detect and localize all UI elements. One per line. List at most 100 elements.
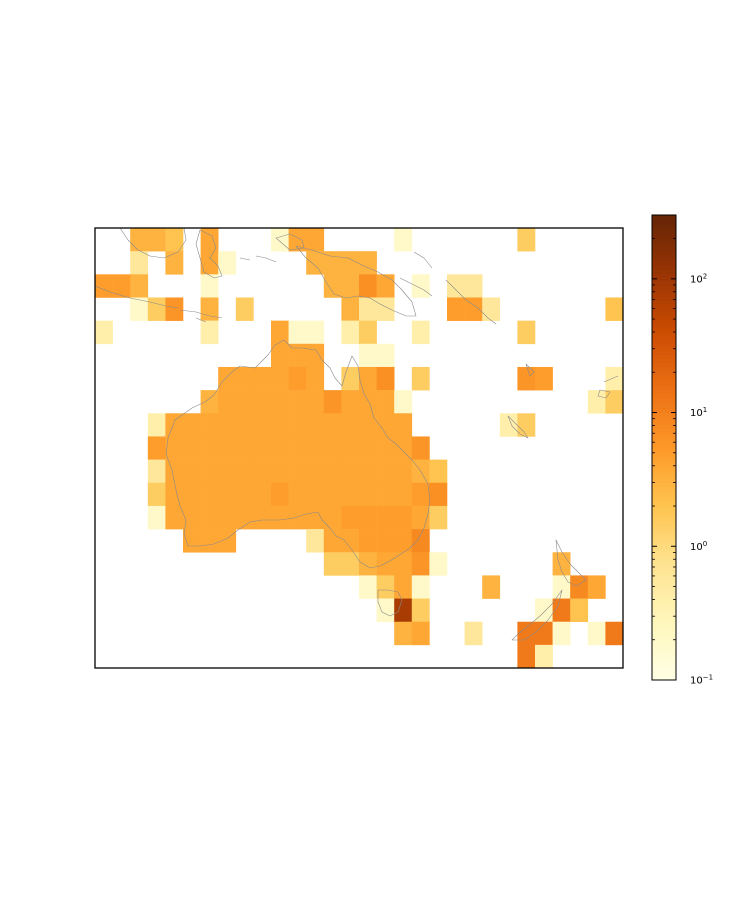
colorbar-segment <box>652 559 676 565</box>
heatmap-cell <box>552 552 571 576</box>
heatmap-cell <box>165 459 184 484</box>
colorbar-segment <box>652 463 676 468</box>
heatmap-cell <box>517 366 536 391</box>
heatmap-cell <box>359 552 377 576</box>
heatmap-cell <box>570 598 589 623</box>
colorbar-segment <box>652 354 676 359</box>
heatmap-cell <box>218 459 237 484</box>
colorbar-segment <box>652 672 676 677</box>
colorbar-segment <box>652 641 676 646</box>
heatmap-cell <box>200 274 219 298</box>
colorbar-segment <box>652 649 676 654</box>
heatmap-cell <box>271 228 289 252</box>
heatmap-cell <box>165 228 184 252</box>
coastline-tasmania <box>377 589 403 617</box>
heatmap-cell <box>271 482 289 507</box>
colorbar-segment <box>652 579 676 584</box>
colorbar-segment <box>652 447 676 452</box>
heatmap-cell <box>200 482 219 507</box>
heatmap-cell <box>394 505 413 530</box>
heatmap-cell <box>218 482 237 507</box>
colorbar-segment <box>652 664 676 669</box>
heatmap-cell <box>605 390 623 414</box>
colorbar-segment <box>652 432 676 437</box>
colorbar-segment <box>652 215 676 220</box>
heatmap-cell <box>376 505 395 530</box>
colorbar-segment <box>652 253 676 259</box>
heatmap-cell <box>235 297 254 321</box>
heatmap-cell <box>411 482 430 507</box>
heatmap-cell <box>323 274 342 298</box>
colorbar-segment <box>652 676 676 681</box>
heatmap-cell <box>464 274 483 298</box>
heatmap-cell <box>183 482 201 507</box>
heatmap-cell <box>359 366 377 391</box>
heatmap-cell <box>341 413 360 437</box>
colorbar-segment <box>652 284 676 290</box>
heatmap-cell <box>394 621 413 646</box>
heatmap-cell <box>376 459 395 484</box>
colorbar-segment <box>652 656 676 662</box>
colorbar-segment <box>652 242 676 247</box>
heatmap-cell <box>359 482 377 507</box>
heatmap-cell <box>535 621 553 646</box>
heatmap-cell <box>394 552 413 576</box>
colorbar-tick-base: 10 <box>690 274 703 285</box>
heatmap-cell <box>376 482 395 507</box>
heatmap-cell <box>253 413 272 437</box>
heatmap-cell <box>411 621 430 646</box>
heatmap-cell <box>341 529 360 553</box>
heatmap-cell <box>323 482 342 507</box>
colorbar-segment <box>652 408 676 414</box>
heatmap-cell <box>411 320 430 345</box>
heatmap-cell <box>411 575 430 599</box>
heatmap-cell <box>411 436 430 460</box>
colorbar-tick-label: 102 <box>690 272 707 285</box>
heatmap-cell <box>394 436 413 460</box>
colorbar-segment <box>652 625 676 631</box>
heatmap-cell <box>323 436 342 460</box>
map-frame <box>94 227 624 669</box>
colorbar-segment <box>652 517 676 522</box>
colorbar-segment <box>652 598 676 604</box>
coastline-sulawesi <box>195 229 223 279</box>
heatmap-cell <box>218 251 237 275</box>
colorbar-segment <box>652 652 676 658</box>
heatmap-cell <box>235 482 254 507</box>
heatmap-cell <box>253 366 272 391</box>
heatmap-cell <box>447 297 465 321</box>
heatmap-cell <box>359 320 377 345</box>
colorbar-segment <box>652 482 676 487</box>
heatmap-cell <box>271 320 289 345</box>
colorbar-segment <box>652 587 676 592</box>
heatmap-cell <box>147 459 166 484</box>
heatmap-cell <box>253 390 272 414</box>
colorbar-segment <box>652 350 676 356</box>
heatmap-cell <box>323 459 342 484</box>
map-area <box>95 228 623 668</box>
coastline-islands-north <box>239 233 305 263</box>
heatmap-cell <box>288 482 307 507</box>
colorbar-segment <box>652 470 676 476</box>
colorbar-segment <box>652 548 676 553</box>
heatmap-cell <box>235 505 254 530</box>
heatmap-cell <box>147 482 166 507</box>
heatmap-cell <box>147 436 166 460</box>
heatmap-cell <box>112 274 131 298</box>
colorbar-segment <box>652 377 676 383</box>
heatmap-cell <box>359 459 377 484</box>
heatmap-cell <box>394 529 413 553</box>
heatmap-cell <box>359 436 377 460</box>
heatmap-cell <box>306 228 325 252</box>
coastline-new-zealand-north <box>555 539 587 587</box>
colorbar-segment <box>652 536 676 542</box>
heatmap-cell <box>376 390 395 414</box>
heatmap-cell <box>165 251 184 275</box>
heatmap-cell <box>464 621 483 646</box>
colorbar-segment <box>652 230 676 235</box>
colorbar-tick-exponent: 1 <box>703 406 707 414</box>
colorbar-segment <box>652 521 676 526</box>
heatmap-cell <box>341 320 360 345</box>
heatmap-cell <box>271 366 289 391</box>
heatmap-cell <box>341 436 360 460</box>
